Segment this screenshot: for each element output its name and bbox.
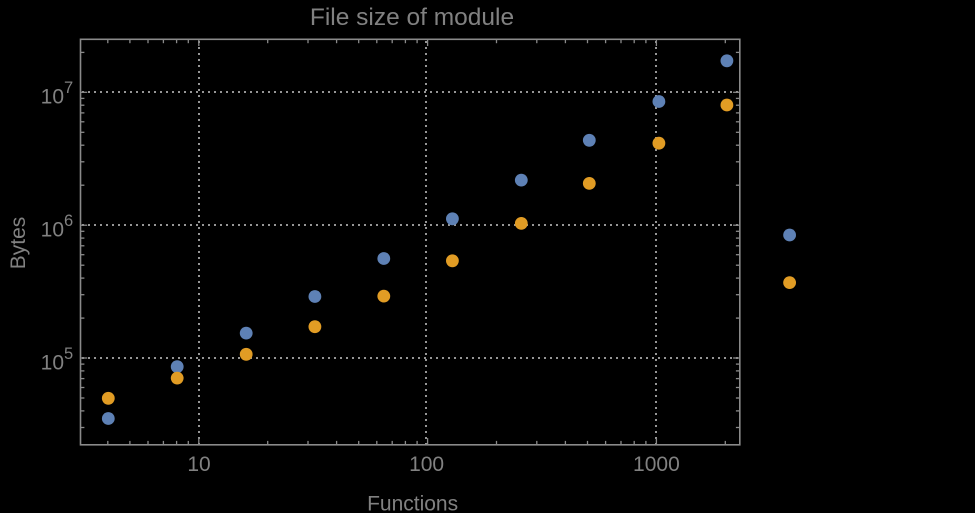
svg-text:106: 106 — [41, 212, 74, 242]
svg-text:Bytes: Bytes — [7, 217, 30, 270]
svg-text:File size of module: File size of module — [310, 4, 514, 31]
svg-text:10: 10 — [187, 453, 210, 476]
svg-text:100: 100 — [409, 453, 444, 476]
svg-text:Functions: Functions — [367, 493, 458, 513]
svg-text:1000: 1000 — [633, 453, 680, 476]
svg-text:105: 105 — [41, 345, 74, 375]
svg-text:107: 107 — [41, 79, 74, 109]
